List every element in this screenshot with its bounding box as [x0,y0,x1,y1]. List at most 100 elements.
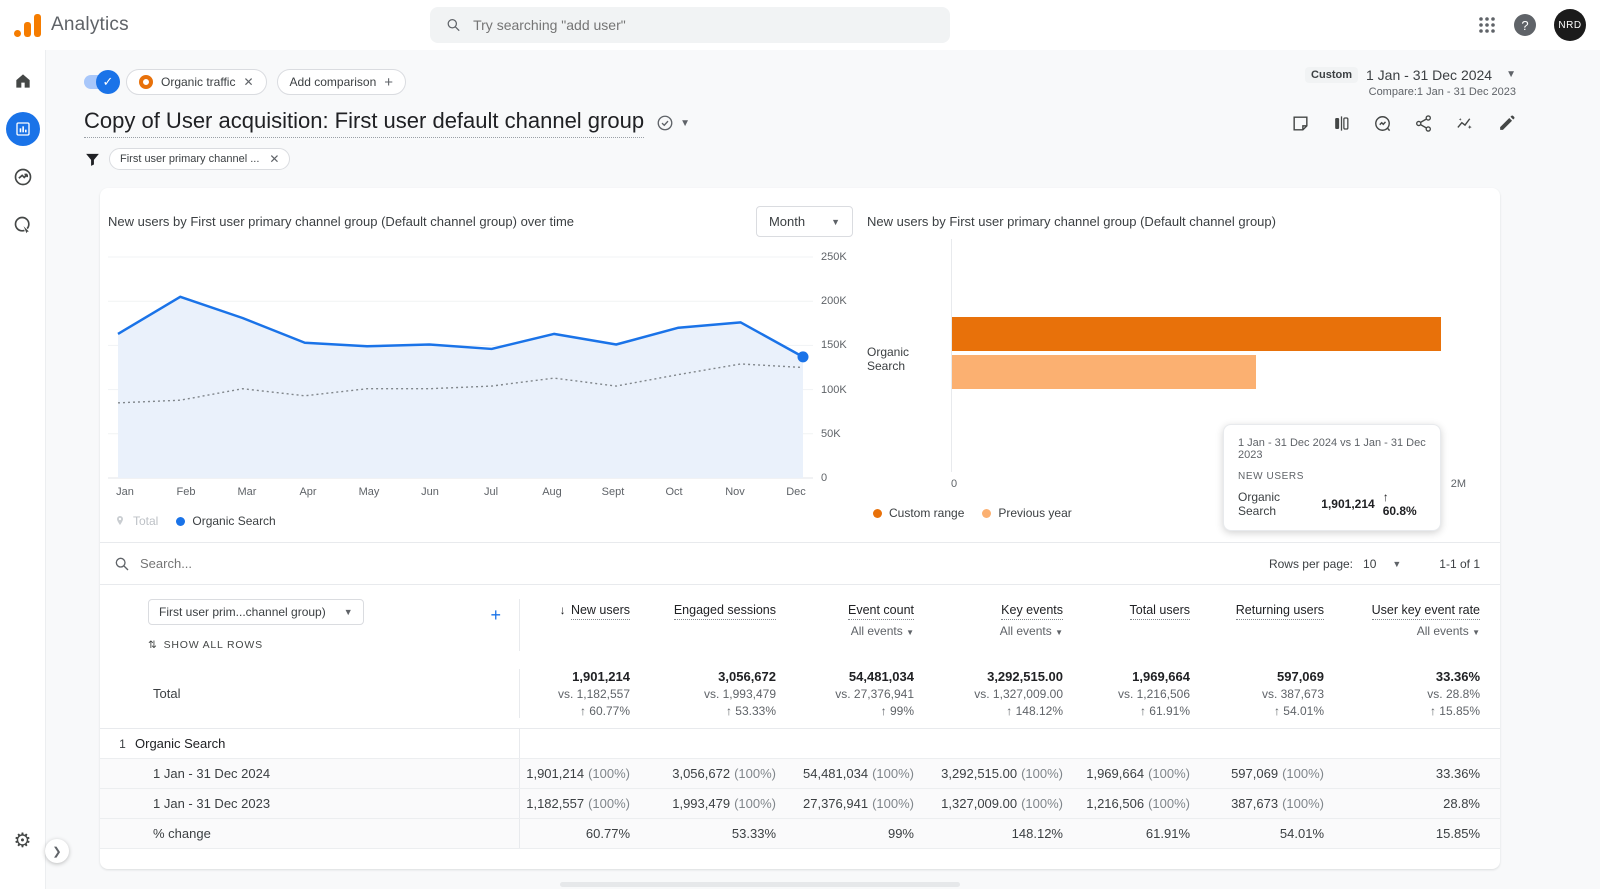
legend-item-previous-year[interactable]: Previous year [982,506,1072,520]
add-dimension-button[interactable]: + [490,605,501,625]
avatar[interactable]: NRD [1554,9,1586,41]
insights-sparkline-icon[interactable] [1455,114,1475,133]
y-axis-tick: 50K [821,427,841,440]
insights-clock-icon[interactable] [1373,114,1392,133]
edit-pencil-icon[interactable] [1497,114,1516,133]
global-search-input[interactable] [473,17,934,33]
filter-chip[interactable]: First user primary channel ... ✕ [109,148,291,170]
close-icon[interactable]: ✕ [243,75,254,89]
notes-icon[interactable] [1291,114,1310,133]
table-group-row: 1 Organic Search [100,729,1500,759]
line-chart-svg [108,256,813,479]
comparison-chip-organic-traffic[interactable]: Organic traffic ✕ [126,69,267,95]
column-header-returning-users[interactable]: Returning users [1206,599,1340,651]
line-chart-panel: New users by First user primary channel … [108,206,863,528]
comparison-toggle[interactable]: ✓ [84,70,120,94]
x-axis-tick: Aug [542,486,562,498]
legend-dot [873,508,882,518]
legend-item-total[interactable]: Total [114,514,158,528]
table-cell: 15.85% [1435,826,1480,841]
table-cell: 61.91% [1145,826,1190,841]
column-header-event-count[interactable]: Event count All events ▼ [792,599,930,651]
rows-per-page-select[interactable]: 10 ▼ [1363,556,1402,571]
table-cell: 99% [887,826,914,841]
granularity-value: Month [768,214,806,229]
x-axis-tick: Dec [786,486,806,498]
explore-icon [14,168,31,186]
sidebar-expand-button[interactable]: ❯ [45,839,69,863]
filter-funnel-icon[interactable] [84,151,101,168]
sidebar-item-home[interactable] [6,64,40,98]
tooltip-change: ↑ 60.8% [1382,490,1417,518]
table-cell: 1,969,664 (100%) [1086,766,1190,781]
chevron-down-icon[interactable]: ▼ [680,117,690,129]
table-cell: 387,673 (100%) [1231,796,1324,811]
x-axis-tick: Apr [299,486,317,498]
x-axis-tick: Jan [116,486,134,498]
app-title: Analytics [51,14,129,35]
sidebar-item-reports[interactable] [5,112,40,146]
tooltip-value: 1,901,214 [1321,497,1375,511]
metric-event-filter[interactable]: All events ▼ [1416,624,1480,638]
y-axis-tick: 250K [821,251,847,263]
legend-item-custom-range[interactable]: Custom range [873,506,964,520]
close-icon[interactable]: ✕ [269,152,280,166]
admin-gear-icon[interactable]: ⚙ [13,830,32,852]
column-header-total-users[interactable]: Total users [1079,599,1206,651]
legend-dot [176,516,186,526]
legend-item-organic-search[interactable]: Organic Search [176,514,276,528]
bar-custom-range[interactable] [952,317,1441,351]
tooltip-date-range: 1 Jan - 31 Dec 2024 vs 1 Jan - 31 Dec 20… [1238,437,1426,461]
table-cell: 3,292,515.00 (100%) [941,766,1063,781]
bar-chart-plot [951,239,1466,472]
table-cell: 28.8% [1443,796,1480,811]
analytics-logo-icon [14,13,41,37]
share-icon[interactable] [1414,114,1433,133]
comparison-report-icon[interactable] [1332,114,1351,133]
bar-chart-tooltip: 1 Jan - 31 Dec 2024 vs 1 Jan - 31 Dec 20… [1223,424,1441,531]
reports-icon [15,122,30,136]
metric-event-filter[interactable]: All events ▼ [850,624,914,638]
date-compare-value: Compare:1 Jan - 31 Dec 2023 [1368,85,1516,98]
main-content: ✓ Organic traffic ✕ Add comparison + Cus… [46,50,1600,889]
sidebar-item-advertising[interactable] [6,208,40,242]
bar-chart-panel: New users by First user primary channel … [863,206,1492,531]
table-cell: 1,327,009.00 (100%) [941,796,1063,811]
plus-icon: + [384,73,394,91]
unfold-icon: ⇅ [148,639,158,651]
sidebar-item-explore[interactable] [6,160,40,194]
column-header-engaged-sessions[interactable]: Engaged sessions [646,599,792,651]
add-comparison-button[interactable]: Add comparison + [276,69,407,95]
apps-grid-icon[interactable] [1478,16,1496,34]
help-icon[interactable]: ? [1514,14,1536,36]
dimension-dropdown-value: First user prim...channel group) [159,605,326,619]
horizontal-scrollbar[interactable] [560,882,960,887]
dimension-dropdown[interactable]: First user prim...channel group) ▼ [148,599,364,625]
x-axis-tick: 0 [951,478,958,490]
metric-event-filter[interactable]: All events ▼ [999,624,1063,638]
date-range-picker[interactable]: Custom 1 Jan - 31 Dec 2024 ▼ Compare:1 J… [1305,66,1516,98]
check-circle-icon[interactable] [656,114,674,132]
granularity-dropdown[interactable]: Month ▼ [755,206,853,237]
global-search[interactable] [430,7,950,43]
column-header-key-events[interactable]: Key events All events ▼ [930,599,1079,651]
top-app-bar: Analytics ? NRD [0,0,1600,50]
report-card: New users by First user primary channel … [100,188,1500,869]
chevron-down-icon: ▼ [1055,628,1063,637]
chevron-down-icon[interactable]: ▼ [1506,69,1516,80]
page-title[interactable]: Copy of User acquisition: First user def… [84,108,645,138]
add-comparison-label: Add comparison [289,75,377,89]
bar-chart-title: New users by First user primary channel … [867,214,1276,229]
table-cell: 1,216,506 (100%) [1086,796,1190,811]
bar-previous-year[interactable] [952,355,1256,389]
report-table: Rows per page: 10 ▼ 1-1 of 1 First user … [100,542,1500,869]
y-axis-tick: 200K [821,295,847,308]
show-all-rows-button[interactable]: ⇅ SHOW ALL ROWS [148,639,263,651]
column-header-new-users[interactable]: ↓ New users [520,599,646,651]
total-cell: 54,481,034 vs. 27,376,941 ↑ 99% [835,669,914,718]
table-search-input[interactable] [140,556,440,571]
column-header-user-key-event-rate[interactable]: User key event rate All events ▼ [1340,599,1500,651]
chevron-down-icon: ▼ [343,607,353,617]
x-axis-tick: Feb [176,486,196,498]
x-axis-tick: Jul [483,486,499,498]
